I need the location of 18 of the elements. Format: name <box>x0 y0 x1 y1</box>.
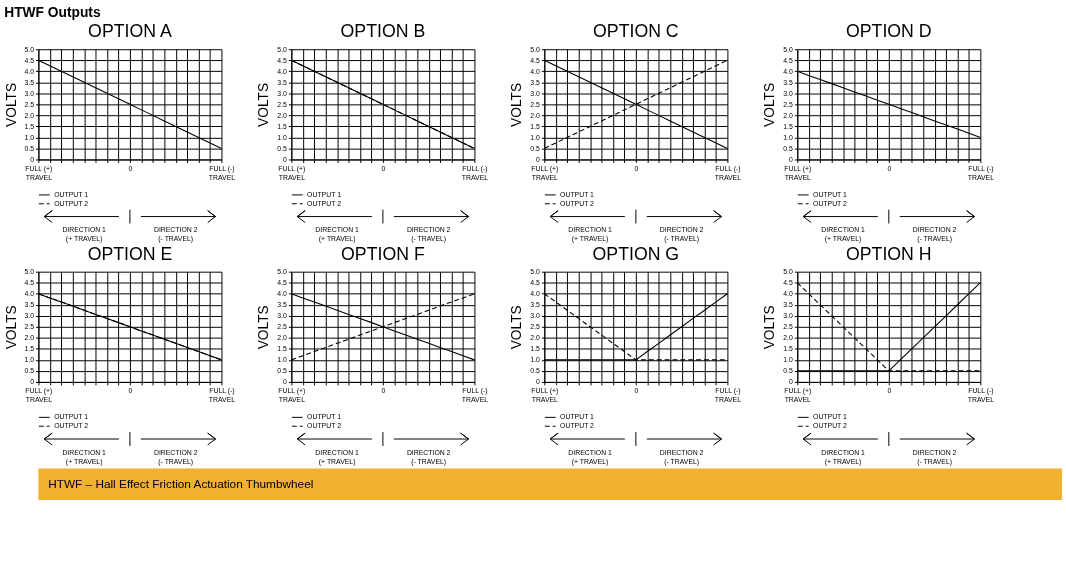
chart-title: OPTION F <box>341 243 425 264</box>
y-axis-title: VOLTS <box>762 305 778 350</box>
y-axis-title: VOLTS <box>256 305 272 350</box>
y-axis-title: VOLTS <box>762 82 778 127</box>
text: HTWF – Hall Effect Friction Actuation Thumbwheel <box>48 477 314 492</box>
text: HTWF Outputs <box>4 4 101 20</box>
y-axis-title: VOLTS <box>3 82 19 127</box>
y-axis-title: VOLTS <box>256 82 272 127</box>
chart-title: OPTION E <box>87 243 173 264</box>
chart-title: OPTION G <box>592 243 680 264</box>
chart-title: OPTION D <box>846 21 932 42</box>
chart-title: OPTION A <box>88 21 172 42</box>
y-axis-title: VOLTS <box>509 305 525 350</box>
chart-title: OPTION H <box>846 243 932 264</box>
chart-title: OPTION C <box>593 21 679 42</box>
y-axis-title: VOLTS <box>509 82 525 127</box>
chart-title: OPTION B <box>340 21 426 42</box>
y-axis-title: VOLTS <box>3 305 19 350</box>
